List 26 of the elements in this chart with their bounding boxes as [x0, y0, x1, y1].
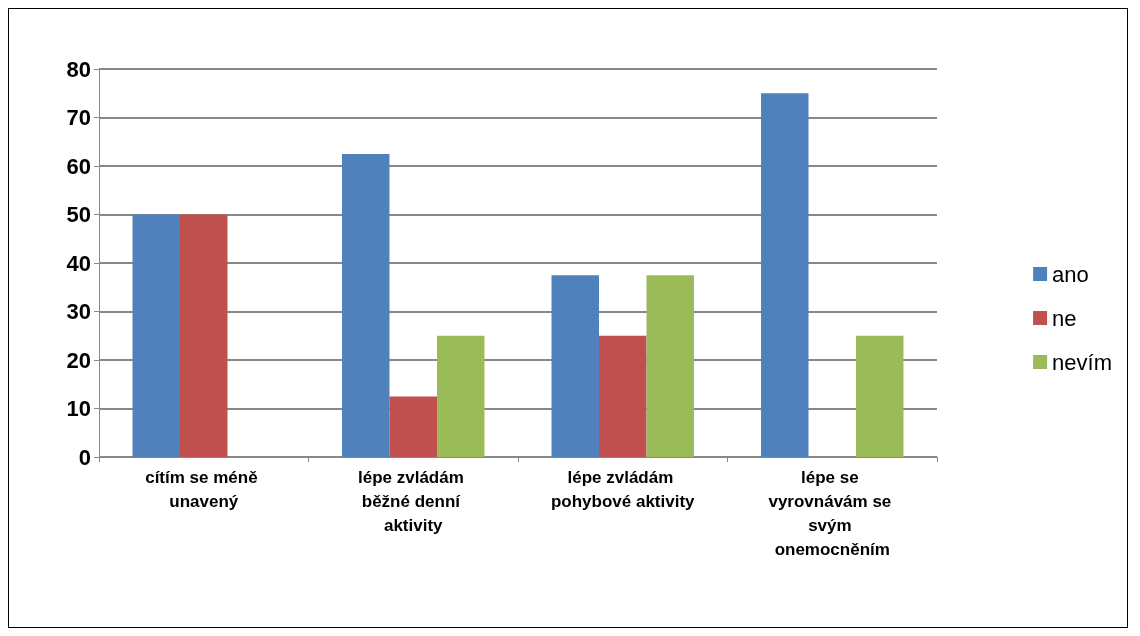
y-tick-label: 40: [66, 250, 91, 276]
legend-label: ano: [1052, 261, 1089, 287]
bar: [132, 214, 181, 457]
bar: [599, 335, 647, 457]
bar: [436, 335, 485, 457]
y-tick-label: 80: [66, 56, 91, 82]
y-tick-label: 20: [66, 347, 91, 373]
x-tick-label: cítím se méně unavený: [145, 467, 263, 511]
x-tick-label: lépe zvládám pohybové aktivity: [550, 467, 696, 511]
y-tick-label: 0: [78, 444, 91, 470]
legend-label: nevím: [1052, 349, 1113, 375]
y-tick-label: 50: [66, 202, 91, 227]
bar: [646, 275, 694, 457]
y-tick-label: 30: [66, 299, 91, 324]
bar: [761, 93, 809, 457]
y-tick-label: 10: [66, 396, 91, 421]
y-tick-label: 60: [66, 153, 91, 179]
y-tick-label: 70: [66, 105, 91, 130]
legend-label: ne: [1052, 305, 1077, 331]
x-tick-label: lépe zvládám běžné denní aktivity: [357, 467, 469, 535]
bar: [180, 214, 228, 457]
bar: [342, 153, 390, 457]
bar: [551, 275, 600, 457]
x-tick-label: lépe se vyrovnávám se svým onemocněním: [768, 467, 897, 559]
bar: [855, 335, 904, 457]
bar: [389, 396, 437, 457]
